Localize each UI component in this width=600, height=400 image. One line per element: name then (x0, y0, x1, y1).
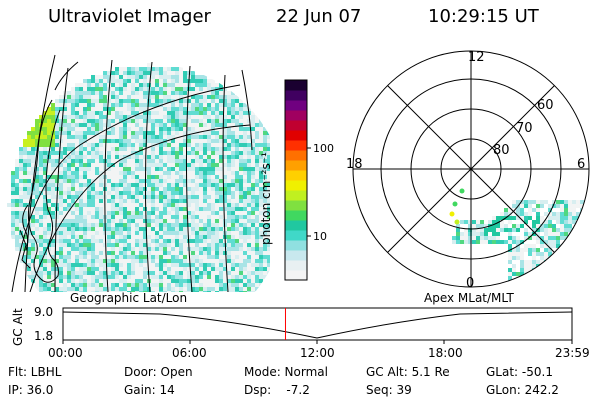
mlt-label-0: 0 (466, 276, 474, 291)
colorbar-tick-100: 100 (313, 142, 334, 155)
mlt-label-6: 6 (577, 157, 585, 172)
status-glon: GLon: 242.2 (486, 383, 559, 397)
colorbar: 100 10 (284, 79, 334, 281)
polar-panel-label: Apex MLat/MLT (424, 291, 514, 305)
status-glat: GLat: -50.1 (486, 365, 553, 379)
altitude-ytick-bottom: 1.8 (34, 329, 53, 343)
geo-panel-label: Geographic Lat/Lon (70, 291, 188, 305)
altitude-curve (62, 311, 573, 339)
colorbar-tick-10: 10 (313, 230, 327, 243)
altitude-plot-frame (62, 307, 573, 341)
aurora-oval (449, 188, 588, 284)
status-flt: Flt: LBHL (8, 365, 62, 379)
status-dsp: Dsp: -7.2 (244, 383, 310, 397)
altitude-ylabel: GC Alt (11, 308, 25, 346)
lat-label-60: 60 (537, 98, 554, 113)
lat-label-70: 70 (516, 121, 533, 136)
status-gc-alt: GC Alt: 5.1 Re (366, 365, 450, 379)
polar-plot: 12 0 18 6 60 70 80 (346, 50, 590, 291)
colorbar-gradient (285, 80, 307, 281)
geo-image-panel (7, 54, 270, 292)
altitude-ytick-top: 9.0 (34, 305, 53, 319)
xtick-2359: 23:59 (555, 346, 590, 360)
xtick-0600: 06:00 (172, 346, 207, 360)
coastline (19, 99, 61, 283)
status-ip: IP: 36.0 (8, 383, 54, 397)
xtick-1800: 18:00 (428, 346, 463, 360)
earth-disk (7, 63, 270, 292)
instrument-title: Ultraviolet Imager (48, 6, 211, 27)
lat-label-80: 80 (493, 143, 510, 158)
xtick-0000: 00:00 (48, 346, 83, 360)
status-gain: Gain: 14 (124, 383, 175, 397)
mlt-label-12: 12 (468, 50, 485, 65)
xtick-1200: 12:00 (300, 346, 335, 360)
status-mode: Mode: Normal (244, 365, 328, 379)
date-label: 22 Jun 07 (276, 6, 362, 27)
mlt-label-18: 18 (346, 157, 363, 172)
time-label: 10:29:15 UT (428, 6, 539, 27)
polar-grid (352, 50, 590, 288)
colorbar-unit-label: photon cm⁻²s⁻¹ (259, 152, 273, 245)
geo-grid (11, 54, 253, 292)
status-seq: Seq: 39 (366, 383, 412, 397)
altitude-plot: 9.0 1.8 GC Alt (11, 305, 573, 346)
status-door: Door: Open (124, 365, 193, 379)
